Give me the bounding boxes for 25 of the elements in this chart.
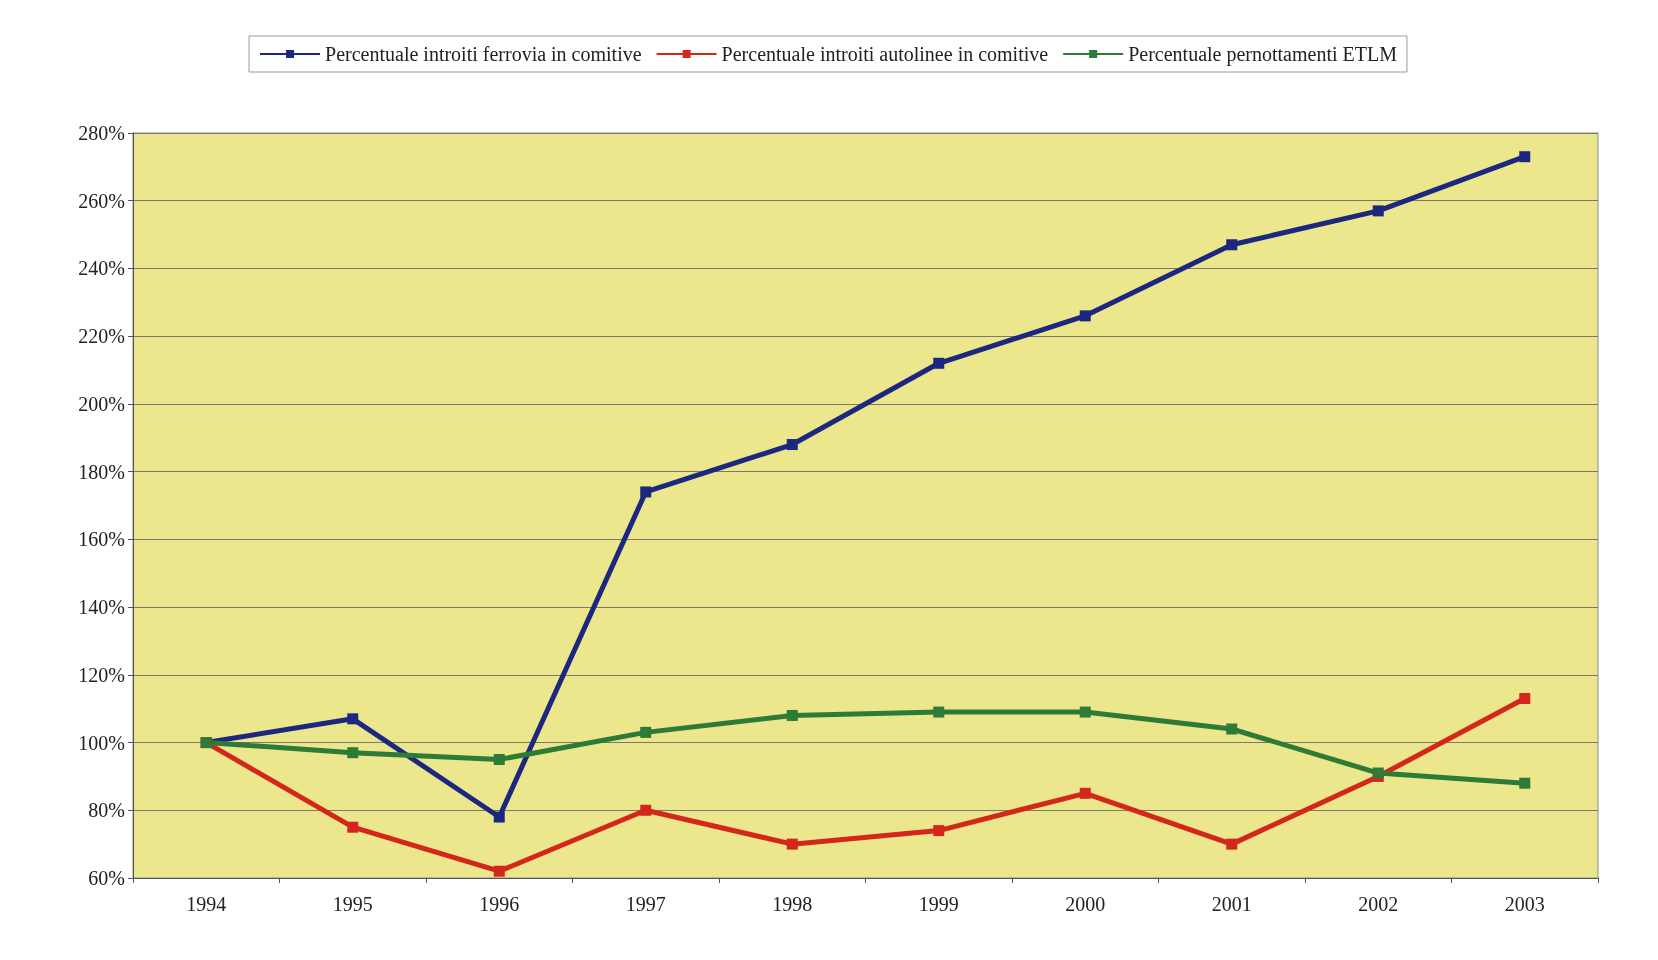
y-tick-label: 180% (78, 460, 125, 483)
x-tick-label: 2001 (1211, 893, 1252, 915)
x-tick-label: 1995 (332, 893, 373, 915)
x-tick-label: 1996 (479, 893, 520, 915)
legend-label: Percentuale introiti autolinee in comitive (721, 43, 1049, 65)
y-tick-label: 240% (78, 257, 125, 280)
y-tick-label: 160% (78, 528, 125, 551)
y-tick-label: 220% (78, 325, 125, 348)
y-tick-label: 80% (88, 799, 125, 822)
x-tick-label: 2003 (1504, 893, 1545, 915)
y-tick-label: 260% (78, 189, 125, 212)
x-tick-label: 1997 (625, 893, 666, 915)
y-tick-label: 100% (78, 731, 125, 754)
x-tick-label: 1998 (772, 893, 813, 915)
x-tick-label: 1994 (186, 893, 227, 915)
y-tick-label: 60% (88, 867, 125, 889)
x-tick-label: 2000 (1065, 893, 1106, 915)
x-tick-label: 2002 (1358, 893, 1399, 915)
y-tick-label: 280% (78, 122, 125, 144)
y-tick-label: 200% (78, 392, 125, 415)
y-tick-label: 140% (78, 596, 125, 619)
legend-label: Percentuale introiti ferrovia in comitive (325, 43, 642, 65)
y-tick-label: 120% (78, 663, 125, 686)
legend-label: Percentuale pernottamenti ETLM (1128, 43, 1398, 66)
x-tick-label: 1999 (918, 893, 959, 915)
